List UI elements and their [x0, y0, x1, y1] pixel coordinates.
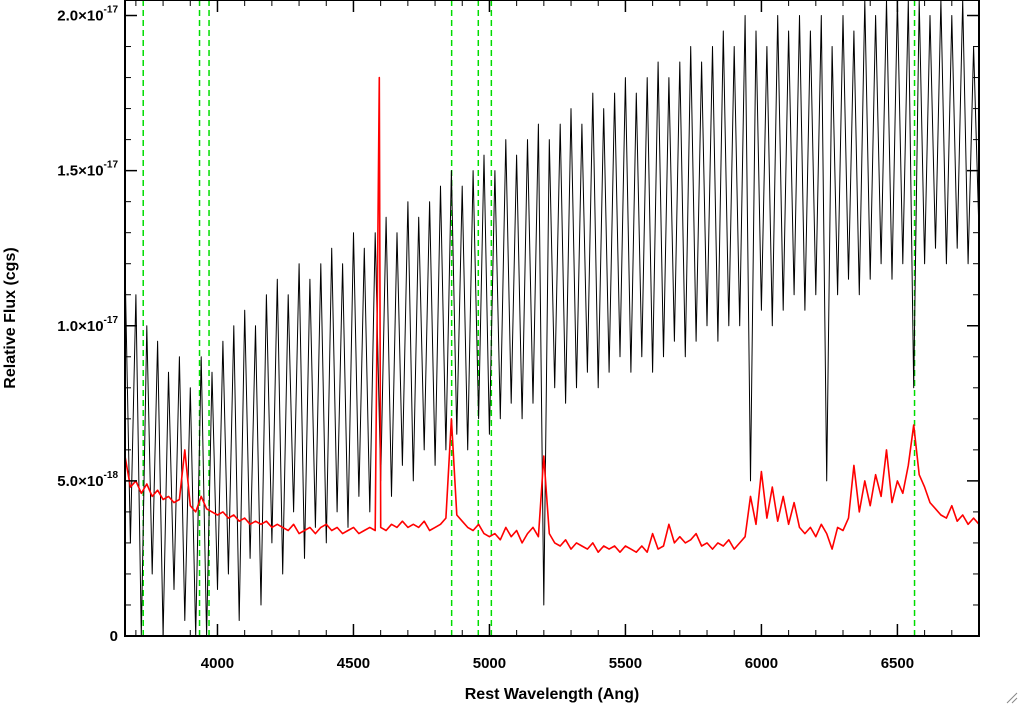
series-layer — [124, 0, 980, 637]
x-tick-label-1: 4500 — [337, 655, 370, 672]
x-tick-label-0: 4000 — [201, 655, 234, 672]
series-line-1 — [124, 76, 980, 554]
plot-frame — [124, 0, 980, 637]
x-tick-label-3: 5500 — [609, 655, 642, 672]
y-tick-label-1: 5.0×10-18 — [57, 470, 118, 490]
y-tick-label-4: 2.0×10-17 — [57, 5, 118, 25]
y-tick-label-0: 0 — [110, 628, 118, 645]
y-axis-title: Relative Flux (cgs) — [2, 247, 19, 388]
y-axis: 0 5.0×10-18 1.0×10-17 1.5×10-17 2.0×10-17 — [57, 5, 979, 645]
resize-grip-icon[interactable] — [1004, 690, 1018, 704]
x-tick-label-4: 6000 — [745, 655, 778, 672]
x-tick-label-2: 5000 — [473, 655, 506, 672]
x-axis: 4000 4500 5000 5500 6000 6500 — [135, 0, 980, 672]
series-line-0 — [124, 0, 980, 637]
x-axis-title: Rest Wavelength (Ang) — [465, 686, 640, 703]
x-tick-label-5: 6500 — [881, 655, 914, 672]
y-tick-label-2: 1.0×10-17 — [57, 315, 118, 335]
y-tick-label-3: 1.5×10-17 — [57, 160, 118, 180]
